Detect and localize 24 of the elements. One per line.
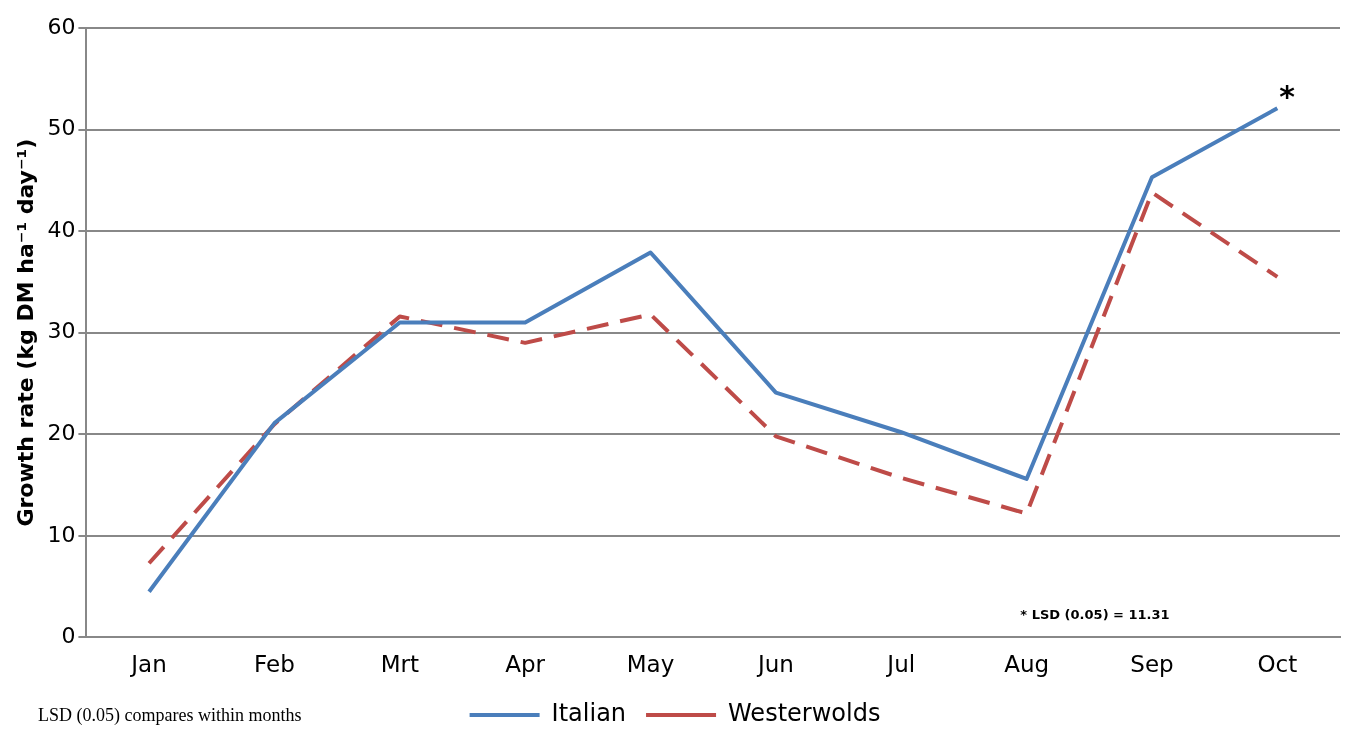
legend-label: Westerwolds — [728, 699, 881, 728]
legend-label: Italian — [551, 699, 627, 728]
x-tick-label: Feb — [254, 651, 295, 678]
y-tick-label: 10 — [47, 521, 76, 547]
x-tick-label: Aug — [1004, 651, 1050, 678]
y-tick-label: 60 — [47, 13, 76, 39]
x-tick-label: Jul — [885, 651, 916, 678]
x-tick-label: Jun — [755, 651, 794, 678]
line-series — [147, 190, 1280, 566]
y-axis-title: Growth rate (kg DM ha⁻¹ day⁻¹) — [12, 138, 38, 527]
x-tick-label: May — [626, 651, 675, 678]
text: LSD (0.05) compares within months — [38, 704, 302, 726]
x-tick-label: Sep — [1130, 651, 1174, 678]
x-tick-label: Apr — [505, 651, 546, 678]
y-tick-label: 50 — [47, 115, 76, 141]
annotation: * — [1279, 79, 1296, 115]
x-tick-label: Jan — [129, 651, 167, 678]
y-tick-label: 40 — [47, 216, 76, 242]
y-tick-label: 30 — [47, 318, 76, 344]
y-tick-label: 0 — [61, 623, 76, 649]
y-tick-label: 20 — [47, 419, 76, 445]
x-tick-label: Mrt — [380, 651, 419, 678]
x-tick-label: Oct — [1257, 651, 1298, 678]
annotation: * LSD (0.05) = 11.31 — [1020, 606, 1170, 622]
